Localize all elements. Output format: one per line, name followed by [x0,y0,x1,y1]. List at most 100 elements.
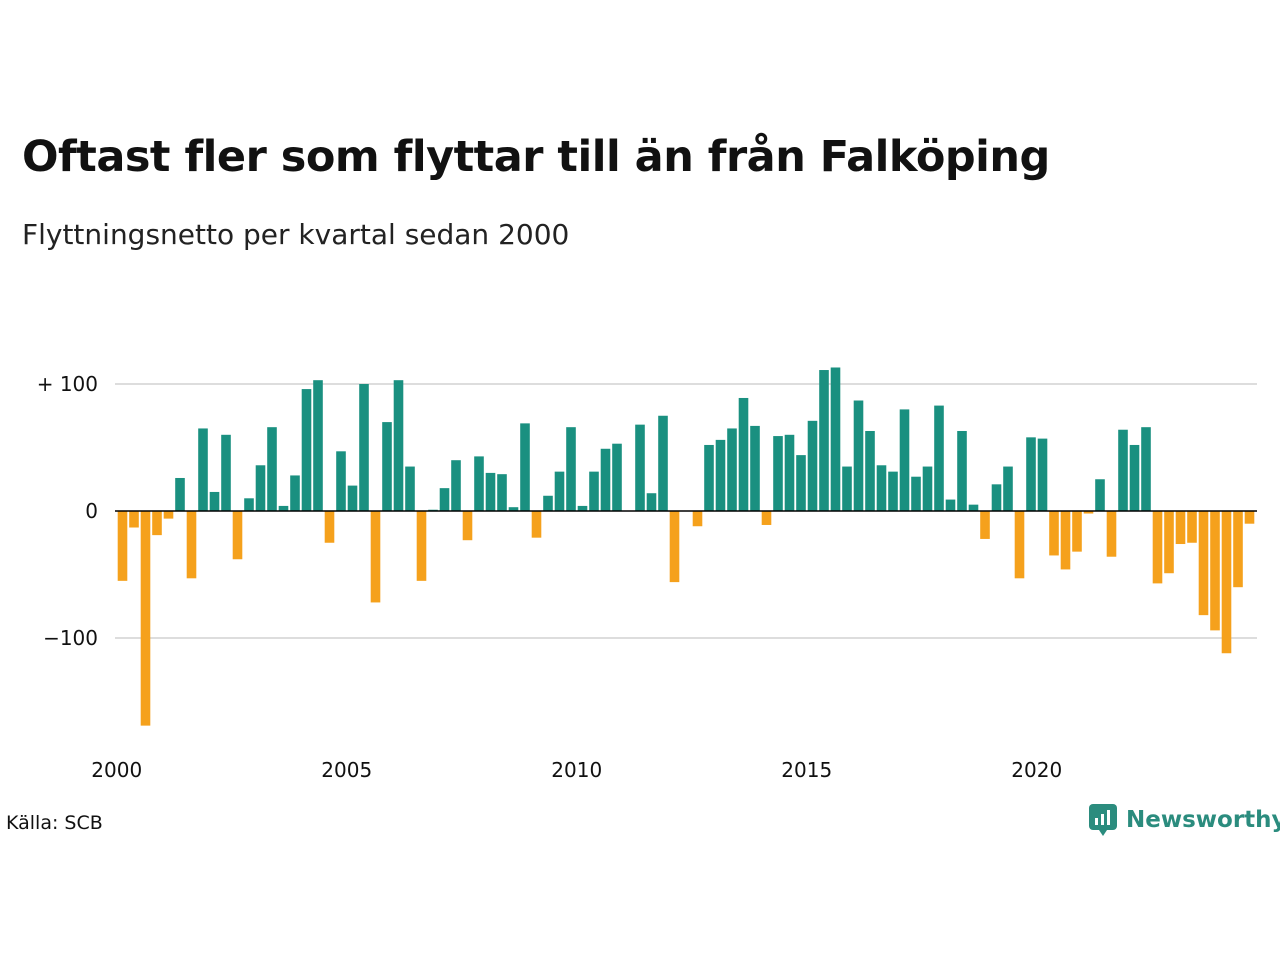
bar-2020K3 [1060,511,1071,570]
bar-2015K3 [830,367,841,511]
bar-2009K1 [531,511,542,538]
bar-2003K4 [290,475,300,511]
bar-2019K1 [991,484,1002,511]
bar-2024K1 [1221,511,1232,654]
newsworthy-icon [1089,804,1117,836]
chart-subtitle: Flyttningsnetto per kvartal sedan 2000 [22,218,570,251]
bar-2011K2 [635,424,645,511]
bar-2020K2 [1049,511,1059,556]
bar-2008K4 [520,423,530,511]
x-tick-label: 2010 [551,758,602,782]
brand-name: Newsworthy [1126,807,1280,833]
bar-2023K4 [1210,511,1220,631]
bar-2000K1 [117,511,128,581]
bar-2019K3 [1014,511,1025,579]
bar-2015K1 [807,420,818,511]
bar-2023K3 [1198,511,1209,616]
bar-2019K2 [1003,466,1013,511]
bar-2012K4 [704,444,714,511]
bar-2011K4 [658,415,668,511]
chart-title: Oftast fler som flyttar till än från Fal… [22,132,1050,182]
bar-2007K2 [451,460,461,511]
bar-2010K1 [577,505,588,511]
bar-2012K1 [669,511,680,583]
bar-2007K3 [462,511,473,541]
bar-2022K1 [1129,444,1140,511]
bar-2023K2 [1187,511,1197,543]
bar-2018K2 [957,430,967,511]
bar-2023K1 [1175,511,1186,545]
bar-2003K2 [267,427,277,511]
bar-2009K3 [554,471,565,511]
bar-2017K3 [922,466,933,511]
bar-2000K2 [129,511,139,528]
bar-2001K4 [198,428,208,511]
bar-2012K3 [692,511,703,527]
bar-2017K2 [911,476,921,511]
bar-2022K4 [1164,511,1174,574]
bar-2003K1 [255,465,266,511]
bar-2006K2 [405,466,415,511]
bar-2020K1 [1037,438,1048,511]
bar-2011K3 [646,493,657,511]
bar-2010K3 [600,448,611,511]
source-note: Källa: SCB [6,812,103,834]
bar-2013K1 [715,439,726,511]
y-tick-label: −100 [43,626,98,650]
bar-2016K3 [876,465,887,511]
bar-2014K2 [773,436,783,511]
bar-2004K3 [324,511,335,543]
bar-2013K3 [738,397,749,511]
bar-2024K3 [1244,511,1255,524]
y-tick-label: + 100 [37,372,98,396]
bar-2009K2 [543,495,553,511]
bar-2016K2 [865,430,875,511]
bar-2006K3 [416,511,427,581]
bar-2024K2 [1233,511,1243,588]
bar-2016K1 [853,400,864,511]
bar-2021K1 [1083,511,1094,514]
bar-2004K1 [301,389,312,511]
bar-2013K2 [727,428,737,511]
axis-layer: + 100 0 −100 2000 2005 2010 2015 2020 [37,372,1257,782]
bar-2007K4 [474,456,484,511]
bar-2021K2 [1095,479,1105,511]
bar-2010K4 [612,443,622,511]
bar-2017K4 [934,405,944,511]
y-tick-label: 0 [85,499,98,523]
bar-2018K4 [980,511,990,539]
bar-2001K2 [175,477,185,511]
bar-2008K1 [485,472,496,511]
bar-2005K2 [359,384,369,511]
bar-2018K1 [945,499,956,511]
bar-2000K4 [152,511,162,536]
bar-2008K3 [508,507,519,511]
bar-2016K4 [888,471,898,511]
bar-2001K1 [163,511,174,519]
bar-2002K1 [209,491,220,511]
grid-layer [115,383,1257,639]
x-tick-label: 2020 [1011,758,1062,782]
x-tick-label: 2000 [91,758,142,782]
bar-2021K3 [1106,511,1117,557]
bar-2008K2 [497,474,507,511]
bar-2014K4 [796,455,806,511]
bar-2020K4 [1072,511,1082,552]
bar-2001K3 [186,511,197,579]
bar-2022K3 [1152,511,1163,584]
bar-2005K4 [382,422,392,511]
bar-2021K4 [1118,429,1128,511]
bar-2005K1 [347,485,358,511]
bar-2019K4 [1026,437,1036,511]
bar-2015K2 [819,370,829,511]
bar-2007K1 [439,488,450,511]
bar-2004K4 [336,451,346,511]
bar-2014K3 [784,434,795,511]
bar-2022K2 [1141,427,1151,511]
brand-logo: Newsworthy [1088,803,1280,837]
x-tick-label: 2015 [781,758,832,782]
bar-2002K2 [221,434,231,511]
bar-2002K4 [244,498,254,511]
bar-2005K3 [370,511,381,603]
